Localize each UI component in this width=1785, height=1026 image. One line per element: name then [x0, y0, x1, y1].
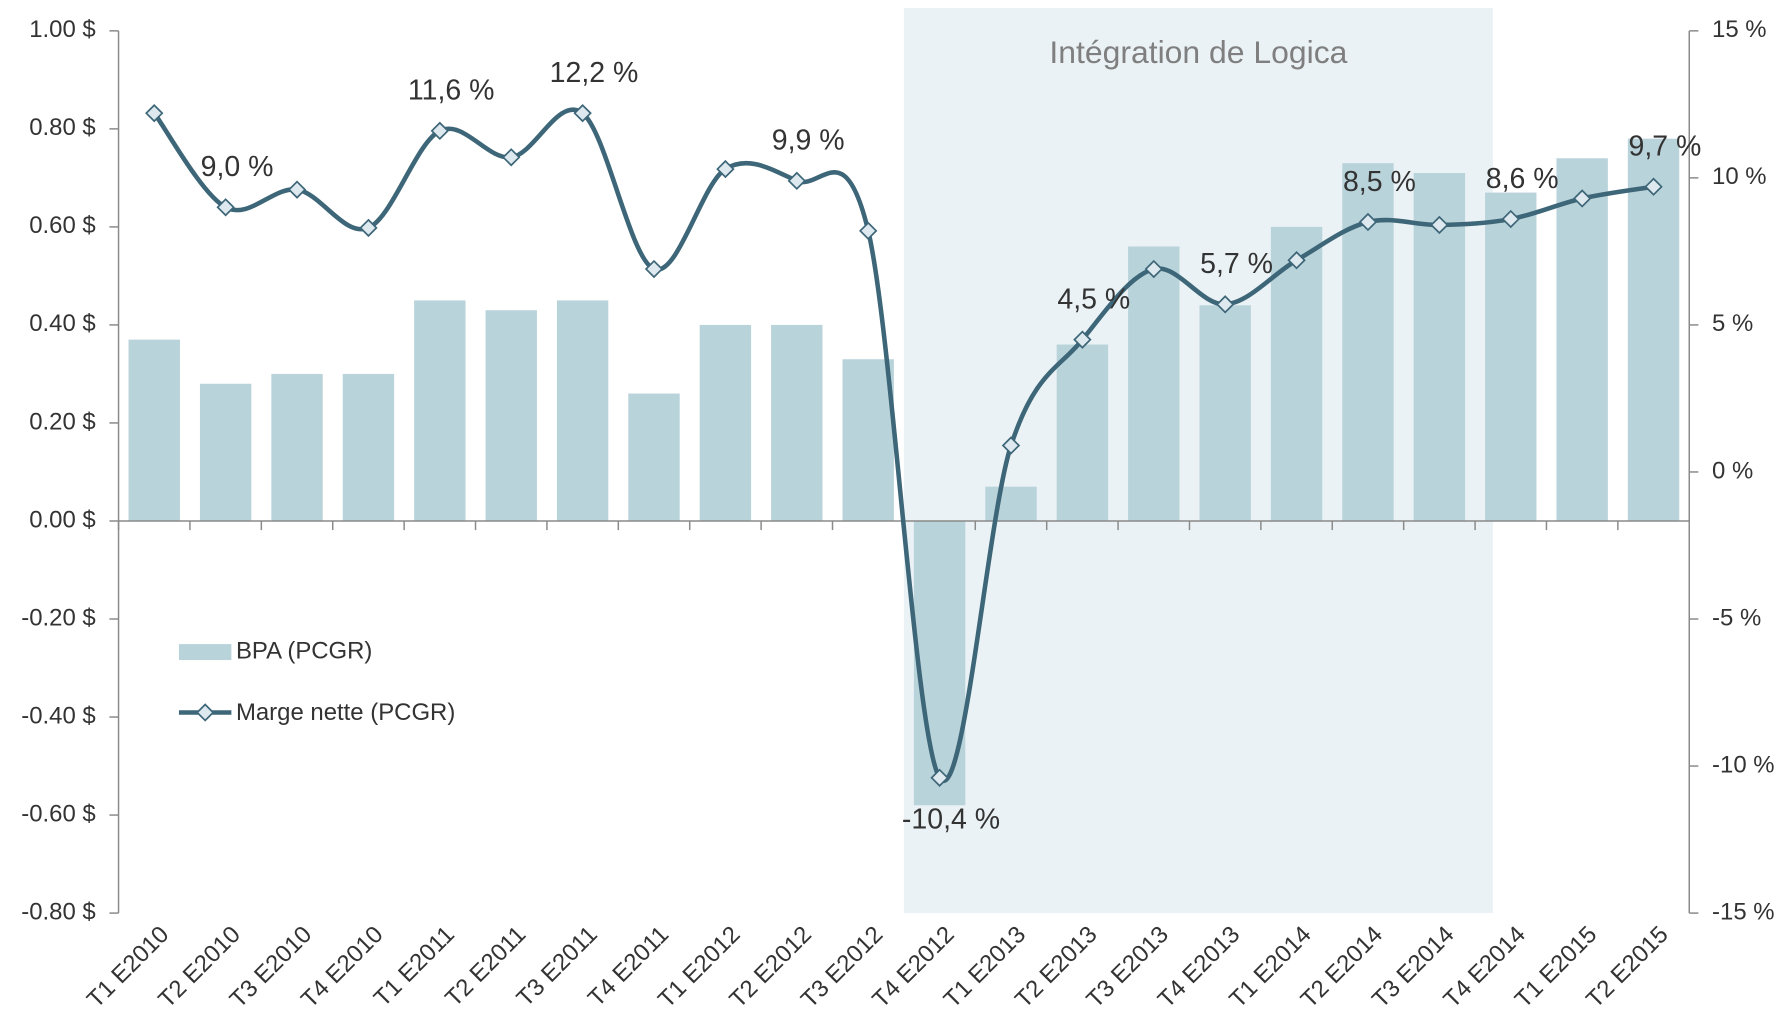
bar — [1270, 226, 1323, 521]
data-label: 8,6 % — [1486, 163, 1559, 195]
marker — [644, 259, 664, 279]
marker — [716, 159, 735, 179]
y-tick-label: 0.40 $ — [29, 310, 96, 337]
bar — [628, 393, 680, 521]
y-tick-label: 0.60 $ — [29, 212, 96, 239]
bar — [1199, 305, 1251, 521]
bar — [913, 520, 966, 806]
legend-swatch — [178, 644, 232, 661]
y2-tick-label: 15 % — [1712, 16, 1767, 43]
bar — [271, 373, 323, 521]
bar — [1556, 158, 1608, 521]
y2-tick-label: 10 % — [1712, 163, 1767, 190]
marker — [1572, 189, 1592, 208]
marker — [573, 103, 592, 123]
bar — [128, 339, 180, 521]
bar — [1485, 192, 1537, 521]
line — [152, 107, 1654, 784]
marker — [430, 121, 450, 141]
y2-tick-label: -15 % — [1712, 898, 1775, 925]
y-tick-label: -0.60 $ — [21, 800, 95, 827]
y2-tick-label: -10 % — [1712, 751, 1775, 778]
marker — [287, 180, 307, 199]
y-tick-label: 0.20 $ — [29, 408, 96, 435]
bar — [1128, 246, 1180, 521]
marker — [1215, 295, 1235, 314]
marker — [1501, 209, 1520, 229]
data-label: 4,5 % — [1057, 283, 1130, 315]
marker — [1430, 215, 1449, 235]
bar — [842, 359, 894, 521]
y-tick-label: 0.80 $ — [29, 114, 96, 141]
y2-tick-label: 0 % — [1712, 457, 1753, 484]
y2-tick-label: -5 % — [1712, 604, 1761, 631]
marker — [1358, 212, 1378, 232]
data-label: 9,0 % — [201, 151, 274, 183]
y-tick-label: -0.40 $ — [21, 702, 95, 729]
bar — [199, 383, 252, 521]
marker — [216, 198, 235, 217]
legend-swatch — [195, 703, 215, 722]
y-tick-label: 1.00 $ — [29, 16, 96, 43]
marker — [787, 171, 806, 191]
legend-label: BPA (PCGR) — [236, 637, 372, 664]
marker — [930, 768, 949, 787]
marker — [145, 103, 164, 123]
marker — [859, 221, 878, 241]
y-tick-label: -0.80 $ — [21, 898, 95, 925]
legend-label: Marge nette (PCGR) — [236, 699, 455, 726]
marker — [1001, 436, 1021, 455]
marker — [502, 148, 521, 167]
data-label: 9,9 % — [772, 125, 845, 157]
marker — [1073, 330, 1092, 349]
bar — [1627, 138, 1680, 521]
bar — [556, 300, 609, 521]
bar — [985, 486, 1037, 521]
annotation-region — [903, 8, 1493, 914]
marker — [1144, 259, 1163, 279]
marker — [1644, 177, 1663, 196]
bar — [1056, 344, 1109, 521]
y2-tick-label: 5 % — [1712, 310, 1753, 337]
y-tick-label: -0.20 $ — [21, 604, 95, 631]
bar — [485, 310, 537, 521]
bar — [414, 300, 466, 521]
data-label: 5,7 % — [1200, 248, 1273, 280]
data-label: 11,6 % — [408, 75, 495, 107]
data-label: 12,2 % — [550, 57, 639, 89]
bar — [699, 324, 752, 521]
data-label: -10,4 % — [902, 804, 1000, 836]
marker — [359, 218, 378, 238]
data-label: 9,7 % — [1629, 130, 1702, 162]
bar — [771, 324, 823, 521]
annotation-text: Intégration de Logica — [1049, 34, 1347, 70]
bar — [342, 373, 395, 521]
marker — [1287, 251, 1306, 270]
y-tick-label: 0.00 $ — [29, 506, 96, 533]
data-label: 8,5 % — [1343, 166, 1416, 198]
